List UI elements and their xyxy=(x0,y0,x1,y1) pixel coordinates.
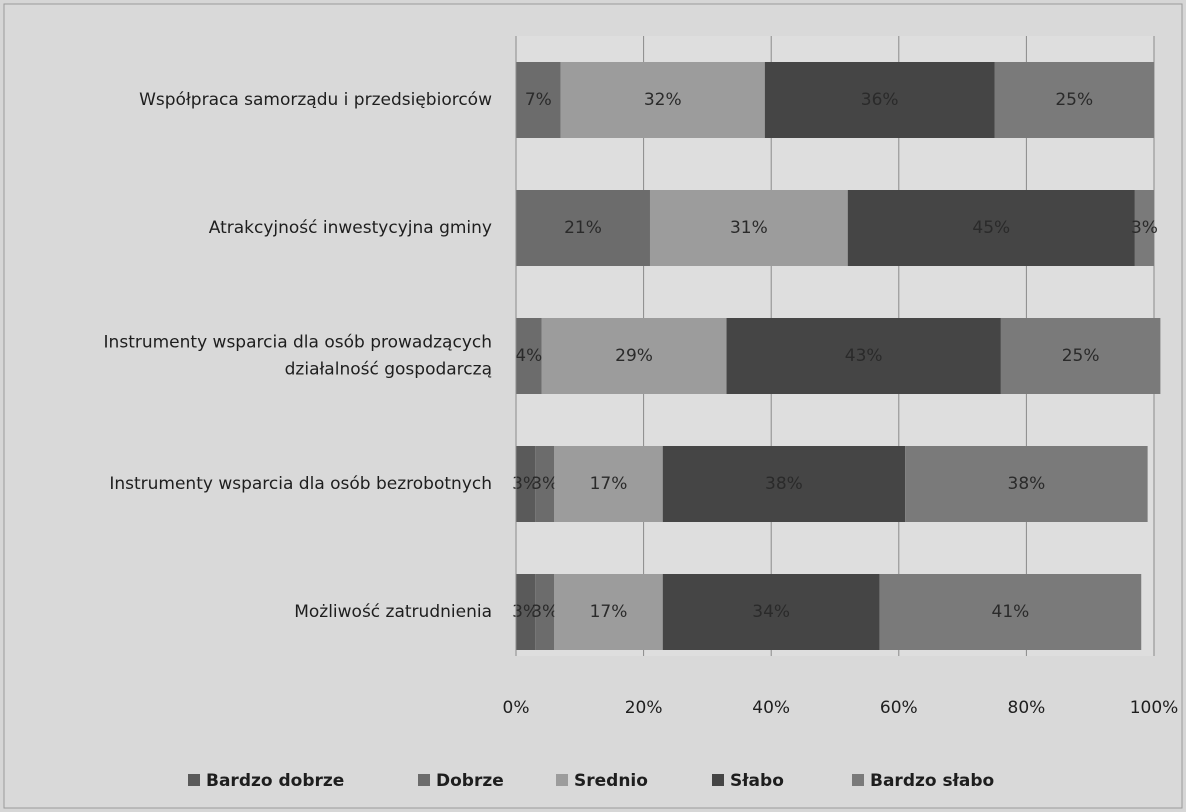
bar-segment xyxy=(1000,318,1161,394)
bar-segment xyxy=(560,62,765,138)
bar-segment xyxy=(516,574,536,650)
data-label: 38% xyxy=(1008,474,1046,494)
data-label: 3% xyxy=(531,602,558,622)
legend-swatch xyxy=(188,774,200,786)
legend-label: Dobrze xyxy=(436,771,504,791)
bar-segment xyxy=(662,446,906,522)
bar-segment xyxy=(516,62,561,138)
bar-segment xyxy=(847,190,1135,266)
data-label: 45% xyxy=(972,218,1010,238)
legend-label: Bardzo słabo xyxy=(870,771,994,791)
x-tick-label: 60% xyxy=(880,698,918,718)
data-label: 3% xyxy=(512,474,539,494)
data-label: 3% xyxy=(512,602,539,622)
bar-segment xyxy=(535,446,555,522)
bar-segment xyxy=(662,574,880,650)
data-label: 29% xyxy=(615,346,653,366)
y-tick-label: Współpraca samorządu i przedsiębiorców xyxy=(139,90,492,110)
bar-segment xyxy=(649,190,848,266)
bar-segment xyxy=(905,446,1148,522)
bar-segment xyxy=(764,62,995,138)
legend-label: Srednio xyxy=(574,771,648,791)
bar-segment xyxy=(535,574,555,650)
data-label: 32% xyxy=(644,90,682,110)
x-tick-label: 40% xyxy=(752,698,790,718)
legend-swatch xyxy=(852,774,864,786)
data-label: 36% xyxy=(861,90,899,110)
y-tick-label: Instrumenty wsparcia dla osób prowadzący… xyxy=(104,333,492,353)
bar-segment xyxy=(516,318,542,394)
bar-segment xyxy=(516,446,536,522)
y-tick-label: Możliwość zatrudnienia xyxy=(294,602,492,622)
data-label: 43% xyxy=(845,346,883,366)
x-tick-label: 100% xyxy=(1130,698,1179,718)
data-label: 25% xyxy=(1055,90,1093,110)
legend-swatch xyxy=(418,774,430,786)
data-label: 31% xyxy=(730,218,768,238)
data-label: 7% xyxy=(525,90,552,110)
bar-segment xyxy=(1134,190,1154,266)
y-tick-label: Atrakcyjność inwestycyjna gminy xyxy=(209,218,492,238)
data-label: 21% xyxy=(564,218,602,238)
x-tick-label: 0% xyxy=(503,698,530,718)
bar-segment xyxy=(726,318,1001,394)
bar-segment xyxy=(516,190,650,266)
data-label: 38% xyxy=(765,474,803,494)
x-tick-label: 80% xyxy=(1008,698,1046,718)
data-label: 17% xyxy=(590,474,628,494)
legend-label: Bardzo dobrze xyxy=(206,771,344,791)
data-label: 3% xyxy=(1131,218,1158,238)
data-label: 3% xyxy=(531,474,558,494)
legend-swatch xyxy=(556,774,568,786)
bar-segment xyxy=(879,574,1142,650)
bar-segment xyxy=(541,318,727,394)
y-tick-label: działalność gospodarczą xyxy=(285,360,492,380)
bar-segment xyxy=(554,574,663,650)
legend-swatch xyxy=(712,774,724,786)
data-label: 34% xyxy=(752,602,790,622)
y-tick-label: Instrumenty wsparcia dla osób bezrobotny… xyxy=(109,474,492,494)
x-tick-label: 20% xyxy=(625,698,663,718)
legend-label: Słabo xyxy=(730,771,784,791)
data-label: 17% xyxy=(590,602,628,622)
data-label: 4% xyxy=(515,346,542,366)
bar-segment xyxy=(994,62,1154,138)
data-label: 25% xyxy=(1062,346,1100,366)
bar-segment xyxy=(554,446,663,522)
data-label: 41% xyxy=(992,602,1030,622)
